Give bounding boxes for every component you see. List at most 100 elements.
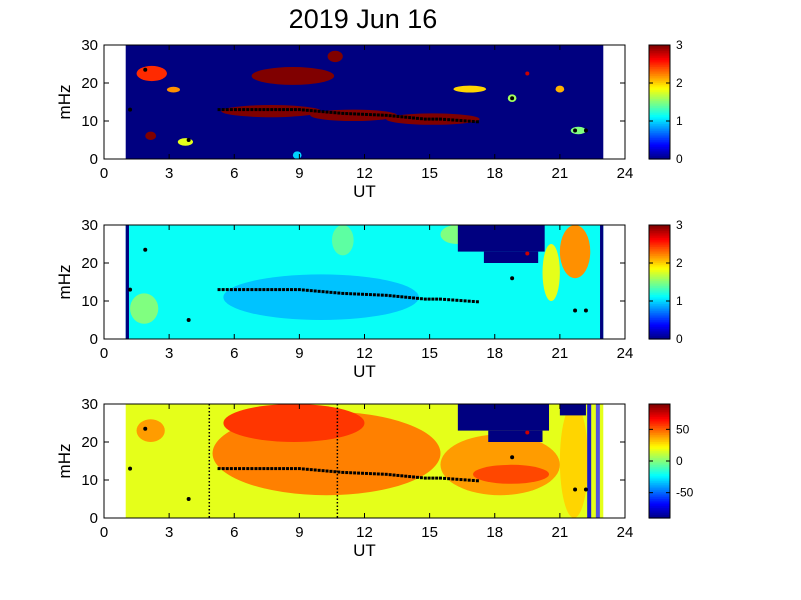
data-point: [286, 467, 290, 471]
y-tick-label: 10: [81, 472, 98, 489]
data-point: [305, 108, 309, 112]
data-point: [258, 108, 262, 112]
colorbar-step: [649, 278, 670, 281]
data-point: [345, 112, 349, 116]
colorbar-step: [649, 84, 670, 87]
colorbar-step: [649, 333, 670, 337]
y-tick-label: 20: [81, 434, 98, 451]
colorbar-step: [649, 118, 670, 121]
colorbar-step: [649, 335, 670, 338]
x-tick-label: 6: [230, 165, 238, 182]
colorbar-step: [649, 326, 670, 329]
colorbar-step: [649, 487, 670, 491]
colorbar-step: [649, 94, 670, 98]
data-point: [438, 117, 442, 121]
colorbar-step: [649, 337, 670, 340]
data-point: [380, 472, 384, 476]
data-point: [463, 299, 467, 303]
data-point: [229, 288, 233, 292]
data-point: [217, 108, 221, 112]
x-axis-label: UT: [353, 541, 376, 560]
data-point: [376, 472, 380, 476]
colorbar-step: [649, 66, 670, 69]
data-point: [510, 96, 515, 101]
colorbar-step: [649, 299, 670, 303]
data-point: [404, 295, 408, 299]
data-point: [297, 108, 301, 112]
colorbar-step: [649, 306, 670, 310]
data-point: [423, 297, 427, 301]
colorbar-step: [649, 294, 670, 297]
y-axis-label: mHz: [55, 265, 74, 300]
heatmap-region: [559, 225, 591, 279]
data-point: [278, 288, 282, 292]
data-point: [368, 113, 372, 117]
data-point: [447, 477, 451, 481]
colorbar-step: [649, 493, 670, 496]
data-point: [321, 469, 325, 473]
vertical-bar: [595, 404, 600, 518]
data-point: [384, 472, 388, 476]
data-point: [225, 467, 229, 471]
figure-title: 2019 Jun 16: [289, 4, 438, 34]
x-tick-label: 9: [295, 524, 303, 541]
data-point: [368, 293, 372, 297]
colorbar-step: [649, 501, 670, 505]
colorbar-step: [649, 407, 670, 410]
plot-area: [125, 45, 604, 159]
colorbar-step: [649, 139, 670, 142]
colorbar-step: [649, 100, 670, 103]
colorbar-step: [649, 509, 670, 512]
data-point: [357, 471, 361, 475]
data-point: [254, 108, 258, 112]
data-point: [329, 469, 333, 473]
colorbar-step: [649, 421, 670, 425]
data-point: [573, 308, 578, 313]
x-tick-label: 12: [356, 165, 373, 182]
data-point: [270, 288, 274, 292]
data-point: [427, 476, 431, 480]
colorbar-tick-label: 2: [676, 76, 683, 90]
colorbar-step: [649, 260, 670, 264]
data-point: [229, 467, 233, 471]
colorbar-step: [649, 225, 670, 228]
colorbar-step: [649, 89, 670, 92]
colorbar-step: [649, 246, 670, 249]
data-point: [305, 467, 309, 471]
heatmap-region: [177, 138, 194, 146]
colorbar-step: [649, 253, 670, 256]
y-tick-label: 0: [90, 331, 98, 348]
y-tick-label: 20: [81, 255, 98, 272]
data-point: [372, 293, 376, 297]
data-point: [254, 288, 258, 292]
data-point: [341, 470, 345, 474]
colorbar-step: [649, 53, 670, 57]
colorbar-step: [649, 55, 670, 59]
colorbar-step: [649, 475, 670, 478]
data-point: [384, 293, 388, 297]
colorbar-step: [649, 262, 670, 265]
data-point: [384, 113, 388, 117]
colorbar-step: [649, 75, 670, 78]
colorbar-step: [649, 324, 670, 328]
data-point: [293, 467, 297, 471]
data-point: [455, 298, 459, 302]
data-point: [471, 299, 475, 303]
data-point: [325, 290, 329, 294]
colorbar-step: [649, 107, 670, 110]
colorbar-step: [649, 330, 670, 333]
data-point: [246, 467, 250, 471]
colorbar-step: [649, 82, 670, 85]
colorbar-step: [649, 436, 670, 439]
colorbar-step: [649, 45, 670, 48]
data-point: [510, 276, 515, 281]
colorbar-step: [649, 249, 670, 253]
data-point: [361, 471, 365, 475]
heatmap-region: [331, 225, 354, 256]
colorbar-step: [649, 498, 670, 501]
data-point: [221, 467, 225, 471]
data-point: [258, 467, 262, 471]
data-point: [258, 288, 262, 292]
heatmap-region: [292, 151, 302, 159]
